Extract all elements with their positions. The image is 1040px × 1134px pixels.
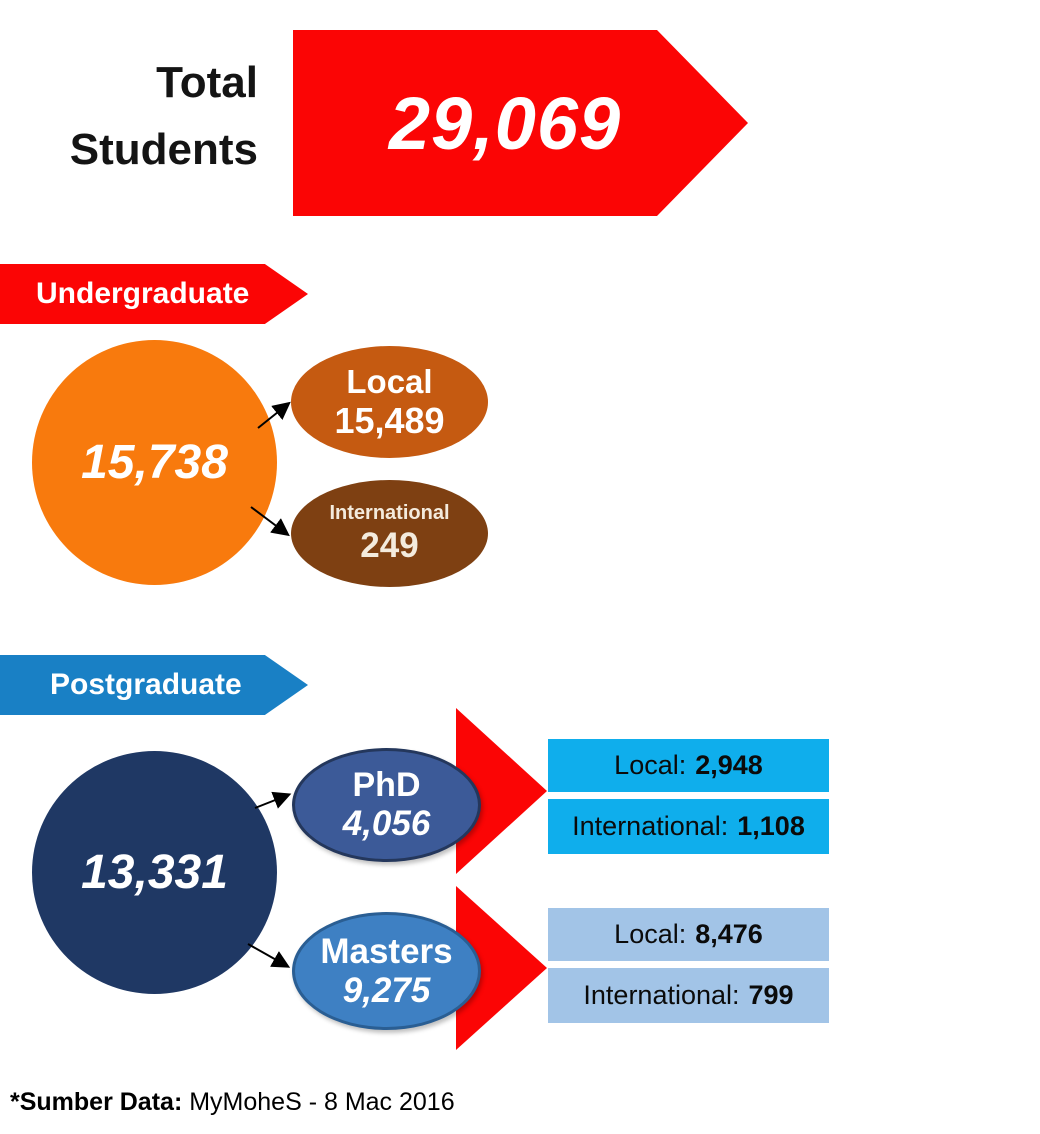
total-students-arrow-banner: 29,069 — [293, 30, 748, 216]
masters-international-stat-box: International: 799 — [548, 968, 829, 1023]
connector-pg-masters-arrow-icon — [247, 943, 291, 968]
postgraduate-total-circle: 13,331 — [32, 751, 277, 994]
postgraduate-banner-label: Postgraduate — [50, 668, 242, 701]
phd-ellipse: PhD 4,056 — [292, 748, 481, 862]
phd-local-stat-value: 2,948 — [695, 750, 763, 780]
phd-international-stat-label: International: — [572, 811, 729, 841]
undergraduate-local-label: Local — [346, 363, 433, 401]
phd-label: PhD — [352, 766, 421, 805]
data-source-label: *Sumber Data: — [10, 1088, 183, 1116]
page-title-line1: Total — [156, 58, 258, 107]
undergraduate-total-value: 15,738 — [81, 436, 228, 489]
undergraduate-international-value: 249 — [360, 525, 419, 565]
postgraduate-banner: Postgraduate — [0, 655, 308, 715]
phd-value: 4,056 — [342, 804, 431, 844]
data-source-note: *Sumber Data: MyMoheS - 8 Mac 2016 — [10, 1088, 455, 1117]
undergraduate-local-value: 15,489 — [334, 400, 445, 442]
data-source-value: MyMoheS - 8 Mac 2016 — [189, 1088, 455, 1116]
phd-local-stat-box: Local: 2,948 — [548, 739, 829, 792]
phd-local-stat-label: Local: — [614, 750, 687, 780]
page-title: Total Students — [30, 50, 258, 184]
masters-international-stat-label: International: — [583, 980, 740, 1010]
masters-local-stat-value: 8,476 — [695, 919, 763, 949]
postgraduate-total-value: 13,331 — [81, 846, 228, 899]
masters-local-stat-box: Local: 8,476 — [548, 908, 829, 961]
masters-ellipse: Masters 9,275 — [292, 912, 481, 1030]
undergraduate-banner: Undergraduate — [0, 264, 308, 324]
connector-pg-phd-arrow-icon — [254, 791, 292, 809]
phd-international-stat-value: 1,108 — [737, 811, 805, 841]
page-title-line2: Students — [69, 124, 258, 174]
undergraduate-local-ellipse: Local 15,489 — [291, 346, 488, 458]
phd-international-stat-box: International: 1,108 — [548, 799, 829, 854]
undergraduate-international-label: International — [329, 501, 450, 524]
undergraduate-banner-label: Undergraduate — [36, 277, 250, 310]
undergraduate-international-ellipse: International 249 — [291, 480, 488, 587]
masters-value: 9,275 — [342, 970, 431, 1010]
masters-international-stat-value: 799 — [748, 980, 794, 1010]
masters-local-stat-label: Local: — [614, 919, 687, 949]
undergraduate-total-circle: 15,738 — [32, 340, 277, 585]
masters-label: Masters — [320, 931, 453, 971]
total-students-value: 29,069 — [388, 81, 622, 165]
